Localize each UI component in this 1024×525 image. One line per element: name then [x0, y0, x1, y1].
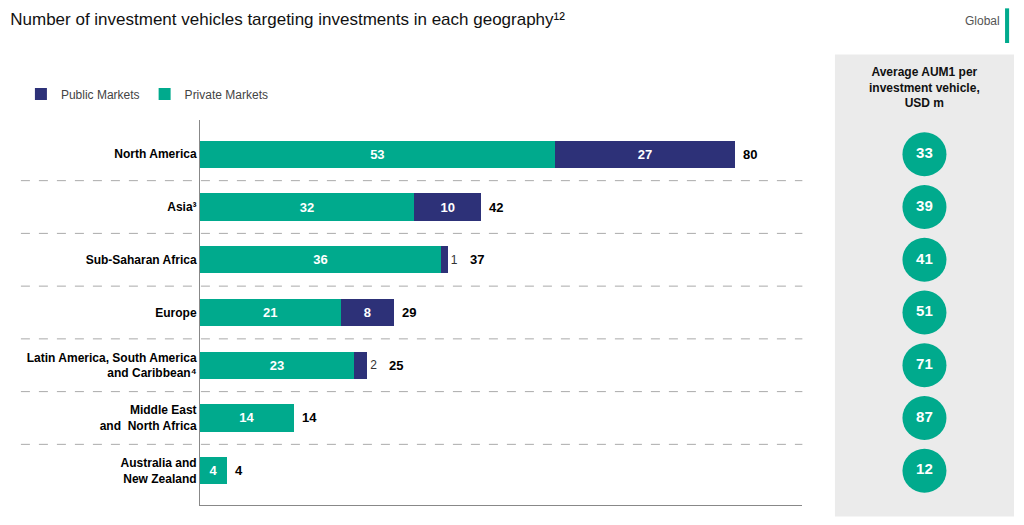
- svg-text:4: 4: [235, 463, 243, 478]
- svg-text:4: 4: [209, 463, 217, 478]
- svg-text:8: 8: [364, 305, 371, 320]
- svg-text:Private Markets: Private Markets: [185, 88, 268, 102]
- svg-text:23: 23: [270, 358, 284, 373]
- svg-text:80: 80: [743, 147, 757, 162]
- svg-text:14: 14: [302, 410, 317, 425]
- svg-text:36: 36: [313, 252, 327, 267]
- svg-text:North America: North America: [114, 147, 197, 161]
- svg-text:12: 12: [916, 460, 933, 477]
- svg-text:21: 21: [263, 305, 277, 320]
- svg-text:71: 71: [916, 355, 933, 372]
- svg-text:39: 39: [916, 197, 933, 214]
- svg-text:32: 32: [300, 200, 314, 215]
- svg-text:10: 10: [440, 200, 454, 215]
- svg-text:87: 87: [916, 408, 933, 425]
- svg-text:Sub-Saharan Africa: Sub-Saharan Africa: [86, 253, 197, 267]
- svg-text:Average AUM1 perinvestment veh: Average AUM1 perinvestment vehicle,USD m: [869, 65, 980, 110]
- svg-text:25: 25: [389, 358, 403, 373]
- svg-text:53: 53: [370, 147, 384, 162]
- svg-text:Global: Global: [965, 14, 1000, 28]
- svg-text:41: 41: [916, 250, 933, 267]
- svg-text:33: 33: [916, 144, 933, 161]
- svg-text:42: 42: [489, 200, 503, 215]
- svg-text:37: 37: [470, 252, 484, 267]
- svg-text:Australia andNew Zealand: Australia andNew Zealand: [121, 456, 197, 486]
- svg-text:27: 27: [638, 147, 652, 162]
- svg-text:Asia³: Asia³: [167, 200, 196, 214]
- svg-text:2: 2: [370, 358, 377, 372]
- svg-text:1: 1: [451, 253, 458, 267]
- svg-text:Public Markets: Public Markets: [61, 88, 140, 102]
- svg-text:Latin America, South Americaan: Latin America, South Americaand Caribbea…: [27, 351, 197, 381]
- svg-text:29: 29: [402, 305, 416, 320]
- svg-text:Middle Eastand North Africa: Middle Eastand North Africa: [100, 403, 197, 433]
- svg-text:Number of investment vehicles: Number of investment vehicles targeting …: [10, 10, 565, 29]
- svg-text:14: 14: [239, 410, 254, 425]
- svg-text:51: 51: [916, 302, 933, 319]
- svg-text:Europe: Europe: [155, 306, 197, 320]
